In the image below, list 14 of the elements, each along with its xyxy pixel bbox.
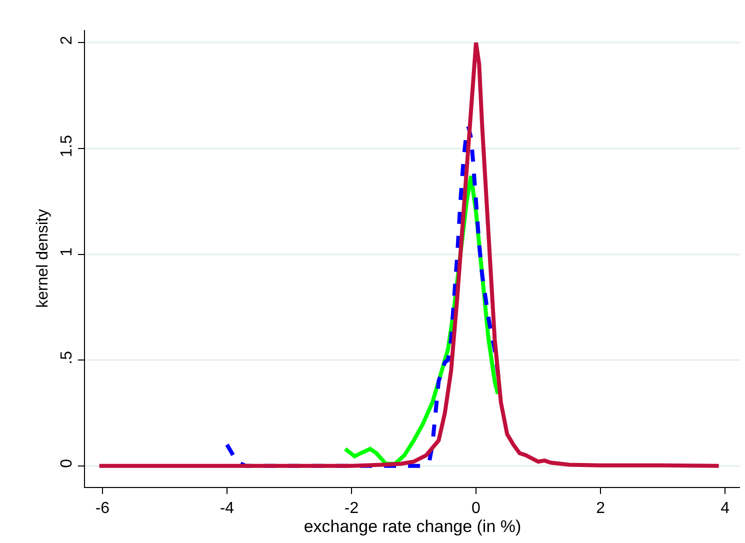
x-tick-label: 4 (720, 500, 730, 518)
x-axis-title: exchange rate change (in %) (304, 517, 522, 536)
x-tick-label: 2 (596, 500, 606, 518)
x-tick-label: 0 (472, 500, 481, 518)
x-tick-label: -6 (95, 500, 110, 518)
y-axis-title: kernel density (34, 209, 52, 308)
y-tick-label: .5 (58, 350, 76, 364)
y-tick-label: 2 (58, 36, 76, 45)
y-tick-label: 1 (58, 247, 76, 256)
x-tick-label: -2 (344, 500, 359, 518)
y-tick-label: 0 (58, 458, 76, 468)
y-tick-label: 1.5 (58, 134, 76, 158)
line-series (97, 40, 721, 468)
x-tick-label: -4 (220, 500, 234, 518)
